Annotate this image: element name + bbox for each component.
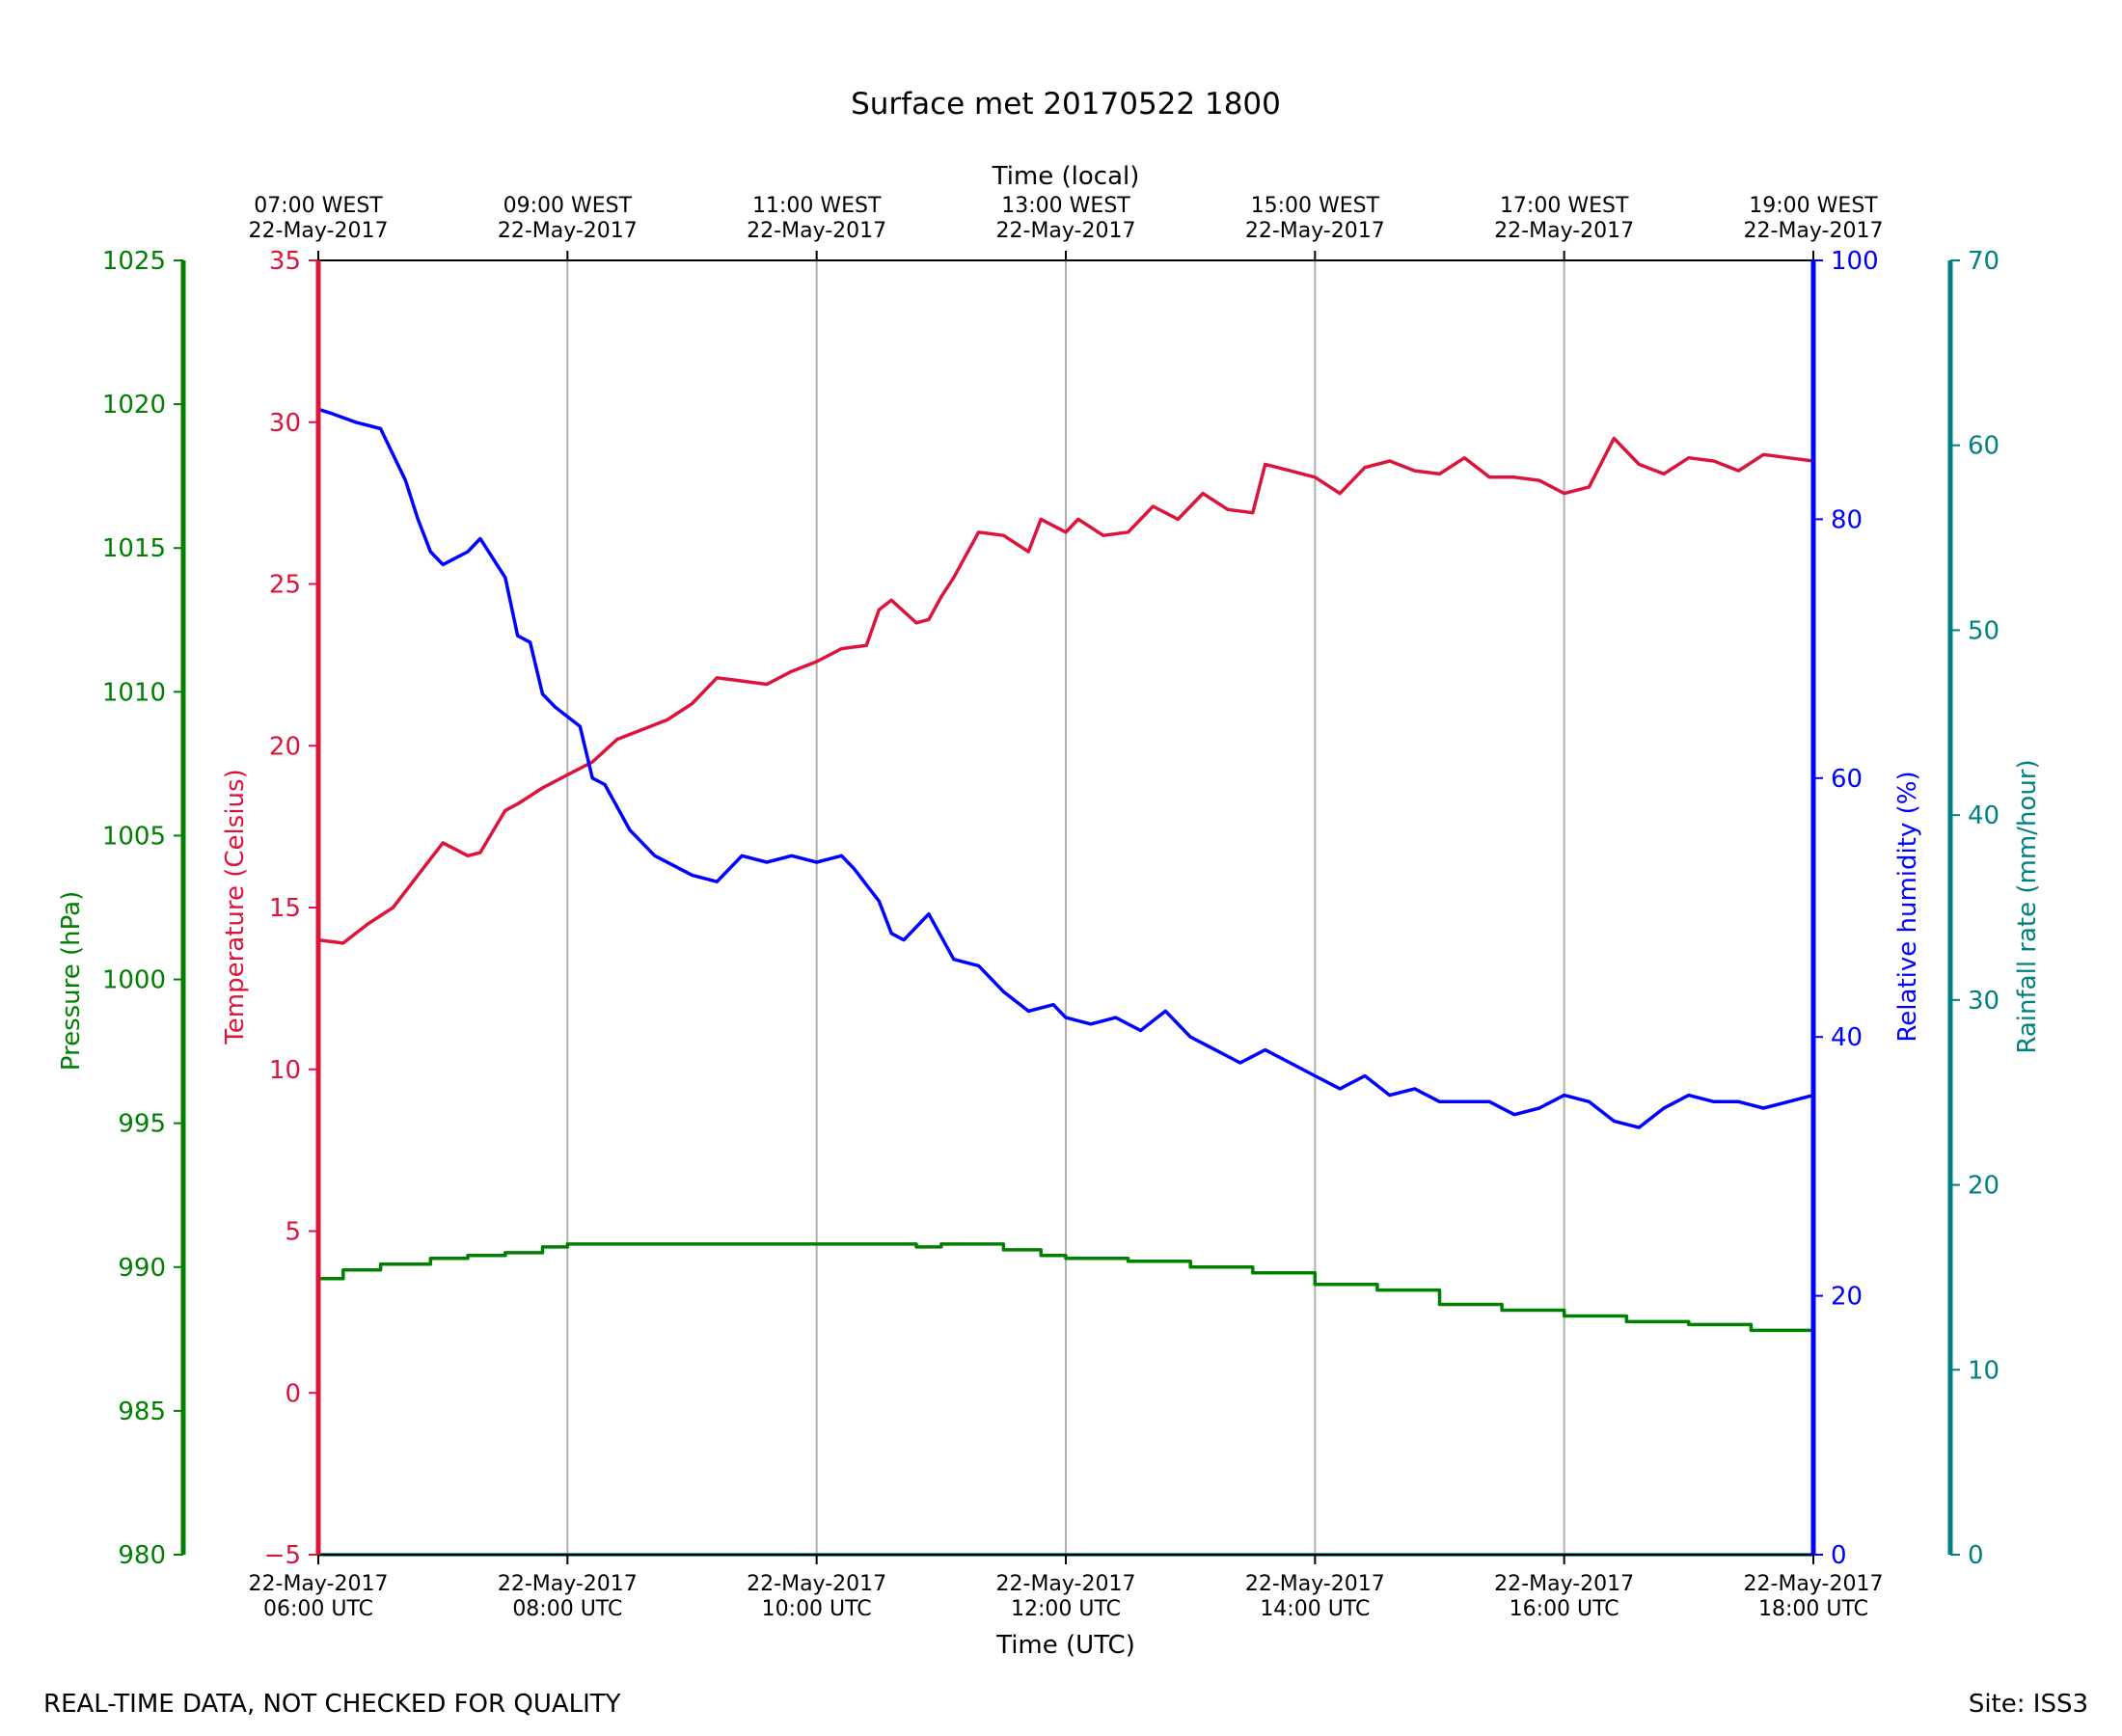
- x-tick-time: 12:00 UTC: [1011, 1597, 1121, 1621]
- humidity-tick-label: 0: [1831, 1541, 1847, 1570]
- top-tick-date: 22-May-2017: [249, 219, 389, 243]
- pressure-tick-label: 1000: [102, 966, 166, 995]
- top-tick-time: 07:00 WEST: [254, 194, 383, 218]
- rainfall-tick-label: 40: [1968, 801, 2000, 830]
- temperature-tick-label: 5: [285, 1218, 301, 1247]
- top-axis-label: Time (local): [992, 162, 1140, 191]
- rainfall-tick-label: 10: [1968, 1356, 2000, 1385]
- top-tick-date: 22-May-2017: [996, 219, 1136, 243]
- temperature-tick-label: −5: [264, 1541, 301, 1570]
- rainfall-axis-label: Rainfall rate (mm/hour): [2013, 759, 2042, 1053]
- temperature-tick-label: 25: [269, 571, 301, 600]
- rainfall-tick-label: 30: [1968, 987, 2000, 1016]
- top-tick-time: 19:00 WEST: [1749, 194, 1878, 218]
- humidity-tick-label: 100: [1831, 247, 1879, 276]
- pressure-tick-label: 1020: [102, 391, 166, 420]
- pressure-tick-label: 1025: [102, 247, 166, 276]
- temperature-line: [316, 436, 1815, 945]
- temperature-tick-label: 30: [269, 409, 301, 438]
- quality-disclaimer: REAL-TIME DATA, NOT CHECKED FOR QUALITY: [43, 1690, 621, 1719]
- rainfall-tick-label: 70: [1968, 247, 2000, 276]
- site-label: Site: ISS3: [1969, 1690, 2088, 1719]
- rainfall-tick-label: 20: [1968, 1172, 2000, 1201]
- grid-layer: [566, 260, 1565, 1555]
- x-axis-label: Time (UTC): [995, 1631, 1135, 1660]
- humidity-tick-label: 40: [1831, 1023, 1863, 1052]
- top-tick-date: 22-May-2017: [498, 219, 638, 243]
- temperature-tick-label: 15: [269, 894, 301, 923]
- humidity-tick-label: 60: [1831, 765, 1863, 794]
- rainfall-tick-label: 60: [1968, 432, 2000, 461]
- x-tick-date: 22-May-2017: [1494, 1572, 1634, 1596]
- x-tick-time: 16:00 UTC: [1510, 1597, 1619, 1621]
- x-tick-time: 08:00 UTC: [512, 1597, 622, 1621]
- x-tick-time: 14:00 UTC: [1260, 1597, 1370, 1621]
- x-tick-date: 22-May-2017: [1245, 1572, 1385, 1596]
- top-tick-date: 22-May-2017: [1744, 219, 1884, 243]
- relative-humidity-line: [316, 407, 1815, 1129]
- pressure-line: [316, 1242, 1815, 1339]
- x-tick-date: 22-May-2017: [747, 1572, 886, 1596]
- pressure-tick-label: 995: [118, 1110, 166, 1139]
- pressure-axis-label: Pressure (hPa): [57, 891, 86, 1071]
- humidity-tick-label: 80: [1831, 505, 1863, 534]
- x-tick-date: 22-May-2017: [498, 1572, 638, 1596]
- temperature-tick-label: 20: [269, 732, 301, 761]
- rainfall-tick-label: 0: [1968, 1541, 1984, 1570]
- x-tick-time: 06:00 UTC: [263, 1597, 373, 1621]
- pressure-tick-label: 985: [118, 1397, 166, 1426]
- top-tick-date: 22-May-2017: [747, 219, 886, 243]
- top-tick-time: 13:00 WEST: [1001, 194, 1130, 218]
- pressure-tick-label: 1005: [102, 822, 166, 851]
- temperature-tick-label: 35: [269, 247, 301, 276]
- pressure-tick-label: 990: [118, 1254, 166, 1283]
- humidity-axis-label: Relative humidity (%): [1893, 771, 1922, 1042]
- pressure-tick-label: 1010: [102, 678, 166, 707]
- x-tick-date: 22-May-2017: [996, 1572, 1136, 1596]
- top-tick-time: 09:00 WEST: [503, 194, 633, 218]
- pressure-tick-label: 1015: [102, 534, 166, 563]
- top-tick-date: 22-May-2017: [1494, 219, 1634, 243]
- humidity-tick-label: 20: [1831, 1283, 1863, 1312]
- axes-layer: 980985990995100010051010101510201025−505…: [102, 194, 2000, 1621]
- top-tick-time: 15:00 WEST: [1251, 194, 1380, 218]
- temperature-tick-label: 10: [269, 1056, 301, 1085]
- top-tick-time: 17:00 WEST: [1500, 194, 1629, 218]
- temperature-axis-label: Temperature (Celsius): [221, 769, 250, 1044]
- x-tick-date: 22-May-2017: [249, 1572, 389, 1596]
- rainfall-tick-label: 50: [1968, 616, 2000, 645]
- pressure-tick-label: 980: [118, 1541, 166, 1570]
- x-tick-time: 18:00 UTC: [1758, 1597, 1868, 1621]
- x-tick-date: 22-May-2017: [1744, 1572, 1884, 1596]
- chart-title: Surface met 20170522 1800: [851, 87, 1281, 122]
- temperature-tick-label: 0: [285, 1379, 301, 1408]
- top-tick-date: 22-May-2017: [1245, 219, 1385, 243]
- top-tick-time: 11:00 WEST: [752, 194, 882, 218]
- x-tick-time: 10:00 UTC: [762, 1597, 872, 1621]
